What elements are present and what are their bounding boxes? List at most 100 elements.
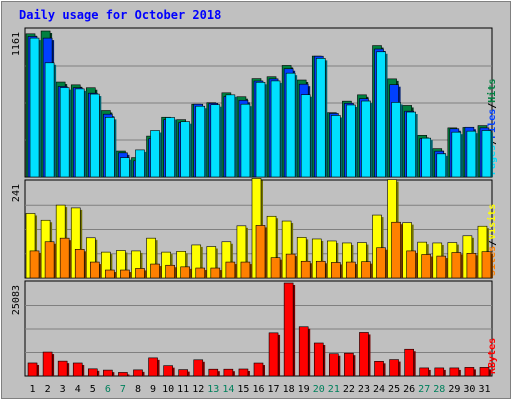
bar-pages-day-12 — [195, 105, 206, 178]
x-tick-label-day-14: 14 — [222, 384, 234, 395]
bar-kbytes-day-14 — [223, 368, 234, 377]
bar-kbytes-day-22 — [344, 352, 354, 377]
bar-kbytes-day-23 — [359, 332, 369, 377]
x-tick-label-day-15: 15 — [237, 384, 249, 395]
y-max-label-top: 1161 — [11, 32, 22, 56]
bar-pages-day-3 — [59, 87, 70, 178]
bar-kbytes-day-30 — [464, 367, 475, 377]
bar-pages-day-1 — [29, 37, 40, 178]
bar-kbytes-day-18 — [283, 282, 294, 377]
x-tick-label-day-6: 6 — [105, 384, 111, 395]
bar-pages-day-14 — [225, 94, 236, 178]
x-tick-label-day-25: 25 — [388, 384, 400, 395]
bar-sites-day-7 — [120, 269, 130, 279]
bar-kbytes-day-19 — [298, 326, 309, 377]
bar-sites-day-30 — [466, 253, 477, 279]
bar-kbytes-day-25 — [389, 359, 399, 377]
bar-sites-day-3 — [59, 237, 70, 279]
x-tick-label-day-22: 22 — [343, 384, 355, 395]
bar-pages-day-6 — [105, 117, 115, 178]
bar-kbytes-day-29 — [449, 367, 460, 377]
panel-middle: 241Sites/Visits — [11, 178, 498, 279]
bar-kbytes-day-11 — [178, 369, 188, 377]
chart-title: Daily usage for October 2018 — [19, 8, 221, 22]
bar-kbytes-day-20 — [313, 342, 324, 377]
bar-sites-day-1 — [29, 250, 40, 279]
bar-kbytes-day-31 — [479, 367, 490, 377]
x-tick-label-day-2: 2 — [45, 384, 51, 395]
legend-part: Visits — [486, 204, 498, 240]
series-legend-bottom: KBytes — [487, 338, 498, 374]
x-tick-label-day-16: 16 — [252, 384, 264, 395]
bar-sites-day-22 — [346, 261, 356, 279]
x-tick-label-day-26: 26 — [403, 384, 415, 395]
bar-pages-day-20 — [315, 58, 326, 178]
legend-part: KBytes — [487, 338, 498, 374]
bar-kbytes-day-15 — [238, 368, 249, 377]
bar-pages-day-21 — [331, 115, 341, 178]
x-tick-label-day-3: 3 — [60, 384, 66, 395]
bar-sites-day-17 — [270, 257, 281, 279]
bar-kbytes-day-4 — [72, 362, 83, 377]
bar-kbytes-day-9 — [148, 357, 158, 377]
bar-kbytes-day-1 — [27, 362, 38, 377]
x-tick-label-day-24: 24 — [373, 384, 385, 395]
x-tick-label-day-12: 12 — [192, 384, 204, 395]
bar-pages-day-2 — [44, 62, 55, 178]
bar-sites-day-5 — [89, 261, 100, 279]
x-tick-label-day-20: 20 — [313, 384, 325, 395]
panel-bottom: 25083 KBytes — [11, 280, 498, 377]
bar-pages-day-30 — [466, 130, 477, 178]
legend-part: / — [487, 103, 498, 109]
bar-sites-day-18 — [285, 253, 296, 279]
bar-sites-day-20 — [315, 260, 326, 279]
bar-pages-day-8 — [135, 149, 145, 178]
x-tick-label-day-18: 18 — [283, 384, 295, 395]
bar-sites-day-2 — [44, 241, 55, 279]
bar-pages-day-5 — [89, 93, 100, 178]
bar-sites-day-23 — [361, 261, 371, 279]
x-tick-label-day-4: 4 — [75, 384, 81, 395]
y-max-label-bottom: 25083 — [11, 285, 22, 315]
x-tick-label-day-7: 7 — [120, 384, 126, 395]
bar-pages-day-19 — [300, 94, 311, 178]
bar-kbytes-day-21 — [329, 353, 339, 377]
bar-sites-day-16 — [255, 225, 266, 279]
x-tick-label-day-29: 29 — [448, 384, 460, 395]
bar-sites-day-25 — [391, 221, 401, 279]
bar-sites-day-4 — [74, 249, 85, 279]
bar-sites-day-10 — [165, 264, 175, 279]
x-tick-label-day-8: 8 — [135, 384, 141, 395]
bar-sites-day-24 — [376, 247, 386, 279]
x-tick-label-day-5: 5 — [90, 384, 96, 395]
bar-sites-day-9 — [150, 263, 160, 279]
chart-panels: 1161Pages/Files/Hits241Sites/Visits25083… — [11, 27, 498, 377]
legend-part: / — [487, 240, 498, 246]
bar-pages-day-4 — [74, 88, 85, 178]
x-tick-label-day-11: 11 — [177, 384, 189, 395]
bar-pages-day-9 — [150, 130, 160, 178]
bar-pages-day-22 — [346, 104, 356, 178]
bar-kbytes-day-12 — [193, 359, 204, 377]
bar-kbytes-day-8 — [133, 369, 143, 377]
bar-pages-day-26 — [406, 111, 416, 178]
bar-sites-day-29 — [451, 252, 462, 279]
bar-sites-day-14 — [225, 261, 236, 279]
x-tick-label-day-31: 31 — [478, 384, 490, 395]
x-tick-label-day-19: 19 — [298, 384, 310, 395]
bar-sites-day-27 — [421, 254, 432, 279]
bar-pages-day-10 — [165, 117, 175, 178]
bar-kbytes-day-5 — [87, 368, 98, 377]
y-max-label-middle: 241 — [11, 184, 22, 202]
bar-pages-day-11 — [180, 121, 190, 178]
bar-sites-day-31 — [481, 251, 492, 279]
bar-kbytes-day-6 — [103, 369, 113, 377]
x-tick-label-day-27: 27 — [418, 384, 430, 395]
bar-sites-day-19 — [300, 260, 311, 279]
bar-pages-day-15 — [240, 103, 251, 178]
bar-pages-day-28 — [436, 153, 447, 178]
legend-part: Hits — [486, 79, 498, 103]
bar-sites-day-26 — [406, 250, 416, 279]
bar-pages-day-16 — [255, 81, 266, 178]
